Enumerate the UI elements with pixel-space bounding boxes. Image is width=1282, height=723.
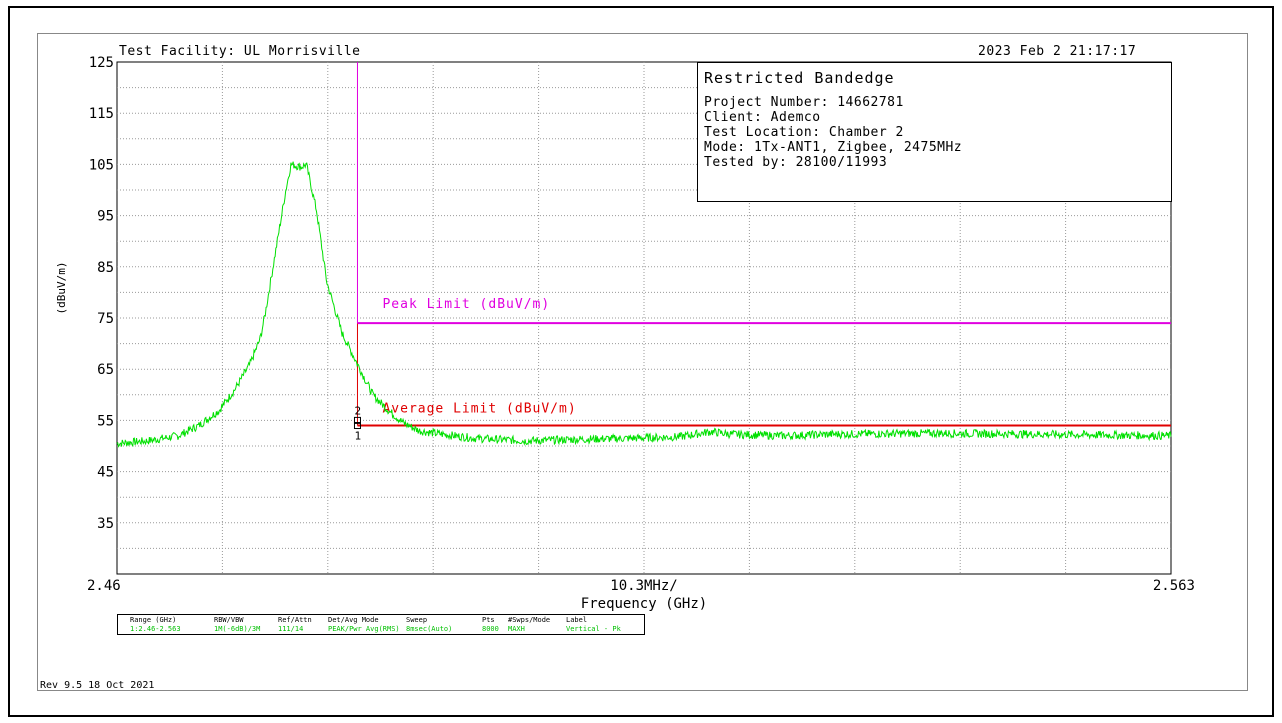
x-tick-label: 2.563	[1153, 578, 1195, 594]
timestamp-label: 2023 Feb 2 21:17:17	[978, 44, 1137, 59]
info-mode: Mode: 1Tx-ANT1, Zigbee, 2475MHz	[704, 140, 963, 155]
average-limit-label: Average Limit (dBuV/m)	[382, 402, 576, 417]
table-value: 8000	[482, 625, 499, 633]
table-header: #Swps/Mode	[508, 616, 551, 624]
table-header: Pts	[482, 616, 495, 624]
y-tick-label: 45	[97, 465, 114, 481]
y-tick-label: 115	[89, 106, 114, 122]
y-axis-label: (dBuV/m)	[55, 262, 68, 315]
marker-1	[353, 422, 361, 430]
y-tick-label: 125	[89, 55, 114, 71]
table-header: Sweep	[406, 616, 428, 624]
test-facility-label: Test Facility: UL Morrisville	[119, 44, 361, 59]
marker-label-1: 1	[354, 430, 361, 443]
y-tick-label: 95	[97, 209, 114, 225]
y-tick-label: 75	[97, 311, 114, 327]
y-tick-label: 85	[97, 260, 114, 276]
x-axis-label: Frequency (GHz)	[581, 596, 707, 612]
table-value: 1M(-6dB)/3M	[214, 625, 261, 633]
marker-label-2: 2	[354, 404, 361, 417]
table-col-ref-attn: Ref/Attn 111/14	[278, 616, 312, 634]
info-project-number: Project Number: 14662781	[704, 95, 904, 110]
table-col-swps-mode: #Swps/Mode MAXH	[508, 616, 550, 634]
sweep-settings-table: Range (GHz) 1:2.46-2.563 RBW/VBW 1M(-6dB…	[117, 614, 645, 635]
table-value: Vertical - Pk	[566, 625, 621, 633]
table-value: MAXH	[508, 625, 525, 633]
table-col-pts: Pts 8000	[482, 616, 499, 634]
table-col-det-avg: Det/Avg Mode PEAK/Pwr Avg(RMS)	[328, 616, 400, 634]
table-header: Det/Avg Mode	[328, 616, 379, 624]
peak-limit-label: Peak Limit (dBuV/m)	[382, 297, 550, 312]
table-header: Range (GHz)	[130, 616, 177, 624]
info-test-location: Test Location: Chamber 2	[704, 125, 904, 140]
y-tick-label: 65	[97, 362, 114, 378]
table-value: 111/14	[278, 625, 304, 633]
info-tested-by: Tested by: 28100/11993	[704, 155, 888, 170]
x-tick-label: 2.46	[87, 578, 121, 594]
table-header: Label	[566, 616, 588, 624]
spectrum-trace	[116, 161, 1172, 448]
y-tick-label: 35	[97, 516, 114, 532]
table-col-label: Label Vertical - Pk	[566, 616, 621, 634]
table-col-range: Range (GHz) 1:2.46-2.563	[130, 616, 181, 634]
info-title: Restricted Bandedge	[704, 69, 895, 87]
revision-label: Rev 9.5 18 Oct 2021	[40, 680, 155, 691]
table-header: Ref/Attn	[278, 616, 312, 624]
table-value: 8msec(Auto)	[406, 625, 453, 633]
table-value: 1:2.46-2.563	[130, 625, 181, 633]
x-tick-label: 10.3MHz/	[610, 578, 677, 594]
test-info-box: Restricted Bandedge Project Number: 1466…	[697, 62, 1172, 202]
table-col-sweep: Sweep 8msec(Auto)	[406, 616, 452, 634]
y-tick-label: 55	[97, 413, 114, 429]
table-value: PEAK/Pwr Avg(RMS)	[328, 625, 400, 633]
table-header: RBW/VBW	[214, 616, 244, 624]
table-col-rbw-vbw: RBW/VBW 1M(-6dB)/3M	[214, 616, 260, 634]
marker-2	[353, 416, 361, 424]
info-client: Client: Ademco	[704, 110, 821, 125]
report-frame	[8, 6, 1274, 717]
plot-panel	[37, 33, 1248, 691]
y-tick-label: 105	[89, 157, 114, 173]
